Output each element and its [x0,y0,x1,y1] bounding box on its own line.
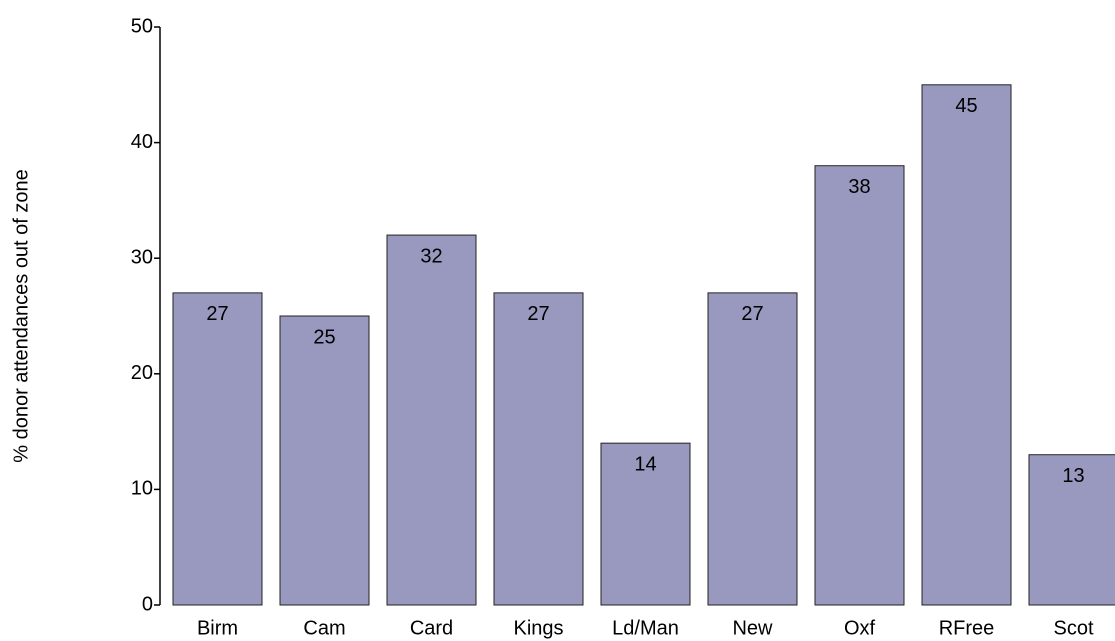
x-tick-label: Cam [303,617,345,639]
data-label: 25 [313,326,335,348]
data-label: 13 [1062,465,1084,487]
bar [493,292,584,606]
bar [600,442,691,606]
bar [707,292,798,606]
bar [1028,454,1115,606]
y-tick-label: 0 [142,593,153,615]
data-label: 38 [848,176,870,198]
x-tick-label: Scot [1053,617,1093,639]
y-tick-label: 50 [131,15,153,37]
x-tick-label: Oxf [844,617,876,639]
bar [814,165,905,606]
y-tick-label: 10 [131,478,153,500]
data-label: 32 [420,245,442,267]
x-tick-label: Birm [197,617,238,639]
y-tick-label: 30 [131,246,153,268]
x-tick-label: Kings [513,617,563,639]
bar [279,315,370,606]
data-label: 27 [741,303,763,325]
bar [386,234,477,606]
data-label: 27 [206,303,228,325]
x-tick-label: Ld/Man [612,617,679,639]
data-label: 14 [634,453,656,475]
x-tick-label: Card [410,617,453,639]
bar [921,84,1012,606]
y-tick-label: 20 [131,362,153,384]
data-label: 45 [955,95,977,117]
x-tick-label: New [732,617,773,639]
bar [172,292,263,606]
data-label: 27 [527,303,549,325]
x-tick-label: RFree [939,617,995,639]
y-axis-label: % donor attendances out of zone [10,169,32,463]
y-tick-label: 40 [131,131,153,153]
